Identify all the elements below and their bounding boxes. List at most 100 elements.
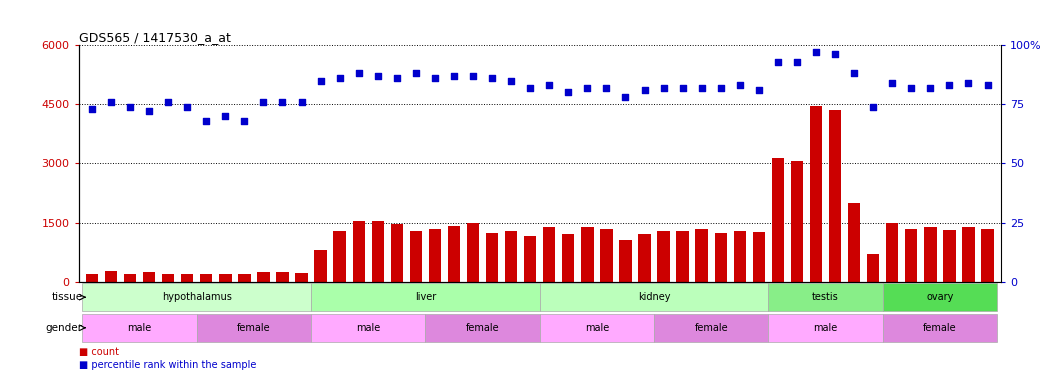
Text: ovary: ovary: [926, 292, 954, 302]
Bar: [582, 226, 593, 282]
Point: [464, 73, 481, 79]
Bar: [752, 232, 765, 282]
Point: [865, 104, 881, 110]
Point: [293, 99, 310, 105]
Text: female: female: [237, 323, 270, 333]
Bar: [924, 227, 937, 282]
Bar: [425, 314, 540, 342]
Bar: [654, 314, 768, 342]
Text: male: male: [128, 323, 152, 333]
Bar: [657, 231, 670, 282]
Point: [217, 113, 234, 119]
Point: [883, 80, 900, 86]
Bar: [676, 231, 689, 282]
Bar: [619, 240, 632, 282]
Bar: [962, 227, 975, 282]
Point: [541, 82, 558, 88]
Bar: [372, 222, 384, 282]
Point: [389, 75, 406, 81]
Point: [236, 118, 253, 124]
Text: testis: testis: [812, 292, 838, 302]
Point: [350, 70, 367, 76]
Point: [369, 73, 386, 79]
Bar: [333, 231, 346, 282]
Point: [122, 104, 138, 110]
Text: male: male: [585, 323, 609, 333]
Bar: [696, 229, 707, 282]
Bar: [314, 250, 327, 282]
Point: [198, 118, 215, 124]
Bar: [848, 203, 860, 282]
Point: [922, 85, 939, 91]
Point: [140, 108, 157, 114]
Bar: [429, 229, 441, 282]
Bar: [768, 314, 882, 342]
Bar: [882, 284, 997, 311]
Text: hypothalamus: hypothalamus: [161, 292, 232, 302]
Bar: [638, 234, 651, 282]
Text: female: female: [465, 323, 499, 333]
Point: [674, 85, 691, 91]
Bar: [410, 231, 422, 282]
Point: [941, 82, 958, 88]
Point: [427, 75, 443, 81]
Point: [788, 58, 805, 64]
Point: [503, 78, 520, 84]
Bar: [486, 232, 498, 282]
Bar: [124, 274, 136, 282]
Point: [578, 85, 595, 91]
Point: [655, 85, 672, 91]
Bar: [86, 274, 99, 282]
Bar: [311, 314, 425, 342]
Point: [827, 51, 844, 57]
Bar: [505, 231, 518, 282]
Text: ■ count: ■ count: [79, 347, 118, 357]
Point: [636, 87, 653, 93]
Bar: [105, 271, 117, 282]
Point: [179, 104, 196, 110]
Point: [903, 85, 920, 91]
Point: [769, 58, 786, 64]
Bar: [277, 272, 288, 282]
Bar: [83, 314, 197, 342]
Bar: [981, 230, 994, 282]
Point: [960, 80, 977, 86]
Bar: [466, 224, 479, 282]
Point: [694, 85, 711, 91]
Bar: [219, 274, 232, 282]
Bar: [181, 274, 194, 282]
Bar: [143, 272, 155, 282]
Bar: [791, 162, 803, 282]
Text: gender: gender: [45, 323, 83, 333]
Bar: [447, 226, 460, 282]
Bar: [257, 272, 269, 282]
Point: [312, 78, 329, 84]
Bar: [829, 110, 842, 282]
Point: [484, 75, 501, 81]
Point: [331, 75, 348, 81]
Bar: [200, 274, 213, 282]
Bar: [768, 284, 882, 311]
Text: kidney: kidney: [638, 292, 671, 302]
Bar: [810, 106, 823, 282]
Bar: [83, 284, 311, 311]
Bar: [391, 224, 403, 282]
Bar: [524, 236, 537, 282]
Point: [445, 73, 462, 79]
Point: [255, 99, 271, 105]
Bar: [197, 314, 311, 342]
Bar: [715, 232, 727, 282]
Text: tissue: tissue: [51, 292, 83, 302]
Text: female: female: [695, 323, 728, 333]
Bar: [771, 158, 784, 282]
Text: male: male: [813, 323, 837, 333]
Bar: [905, 230, 917, 282]
Text: GDS565 / 1417530_a_at: GDS565 / 1417530_a_at: [79, 31, 231, 44]
Point: [750, 87, 767, 93]
Bar: [943, 230, 956, 282]
Bar: [734, 231, 746, 282]
Point: [598, 85, 615, 91]
Bar: [886, 223, 898, 282]
Bar: [867, 254, 879, 282]
Point: [713, 85, 729, 91]
